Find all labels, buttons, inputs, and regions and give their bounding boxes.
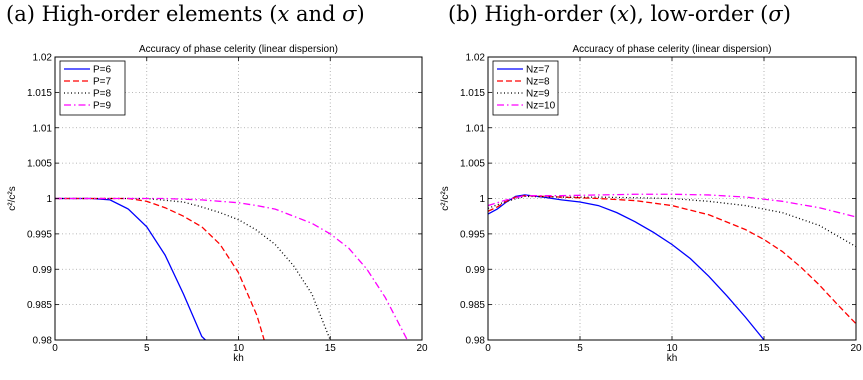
panel-a-caption: (a) High-order elements (x and σ) <box>6 2 365 26</box>
caption-text: (a) High-order elements ( <box>6 2 278 26</box>
chart-panel-2: 0 5 10 15 20 0.98 0.985 0.99 0.995 1 1.005 1.01 1.01… <box>440 44 862 364</box>
x-tick-label: 20 <box>850 343 862 354</box>
y-tick-label: 0.98 <box>33 336 53 347</box>
caption-text: ) <box>782 2 791 26</box>
series-line-2 <box>488 195 856 325</box>
legend-box <box>59 60 126 116</box>
legend-label: Nz=10 <box>526 101 556 112</box>
legend-label: P=6 <box>93 65 112 76</box>
y-tick-label: 1.02 <box>33 53 53 64</box>
y-axis-label: c²/c²s <box>440 186 451 210</box>
x-tick-label: 5 <box>144 343 150 354</box>
x-axis-label: kh <box>667 353 678 364</box>
caption-math: x <box>277 2 290 26</box>
y-tick-label: 0.985 <box>27 300 52 311</box>
y-tick-label: 1.02 <box>466 53 486 64</box>
y-tick-label: 1.005 <box>460 159 485 170</box>
caption-text: ) <box>356 2 365 26</box>
y-tick-label: 1.01 <box>466 123 486 134</box>
y-tick-label: 0.995 <box>27 229 52 240</box>
x-tick-label: 15 <box>758 343 770 354</box>
series-line-4 <box>488 193 856 218</box>
chart-title: Accuracy of phase celerity (linear dispe… <box>139 44 338 55</box>
legend-label: P=7 <box>93 77 112 88</box>
y-tick-label: 1 <box>479 194 485 205</box>
x-tick-label: 5 <box>577 343 583 354</box>
y-tick-label: 1.015 <box>460 88 485 99</box>
legend-label: Nz=9 <box>526 89 550 100</box>
x-tick-label: 10 <box>233 343 245 354</box>
y-tick-label: 0.985 <box>460 300 485 311</box>
x-tick-label: 15 <box>325 343 337 354</box>
legend-label: Nz=8 <box>526 77 550 88</box>
caption-text: (b) High-order ( <box>448 2 618 26</box>
legend-label: P=8 <box>93 89 112 100</box>
x-tick-label: 0 <box>485 343 491 354</box>
x-tick-label: 20 <box>416 343 428 354</box>
y-tick-label: 1 <box>46 194 52 205</box>
series-line-3 <box>488 195 856 248</box>
y-tick-label: 0.99 <box>33 265 53 276</box>
caption-math: σ <box>342 2 357 26</box>
legend-box <box>492 60 559 116</box>
caption-math: x <box>617 2 629 26</box>
caption-math: σ <box>768 2 783 26</box>
y-tick-label: 1.015 <box>27 88 52 99</box>
caption-text: and <box>289 2 343 26</box>
panel-b-caption: (b) High-order (x), low-order (σ) <box>448 2 791 26</box>
series-line-4 <box>55 197 408 340</box>
legend-label: Nz=7 <box>526 65 550 76</box>
y-tick-label: 0.98 <box>466 336 486 347</box>
y-tick-label: 0.995 <box>460 229 485 240</box>
y-tick-label: 0.99 <box>466 265 486 276</box>
y-tick-label: 1.01 <box>33 123 53 134</box>
x-tick-label: 0 <box>52 343 58 354</box>
legend-label: P=9 <box>93 101 112 112</box>
x-tick-label: 10 <box>666 343 678 354</box>
x-axis-label: kh <box>233 353 244 364</box>
y-axis-label: c²/c²s <box>7 186 18 210</box>
y-tick-label: 1.005 <box>27 159 52 170</box>
chart-panel-1: 0 5 10 15 20 0.98 0.985 0.99 0.995 1 1.005 1.01 1.01… <box>7 44 428 364</box>
chart-title: Accuracy of phase celerity (linear dispe… <box>573 44 772 55</box>
caption-text: ), low-order ( <box>628 2 769 26</box>
